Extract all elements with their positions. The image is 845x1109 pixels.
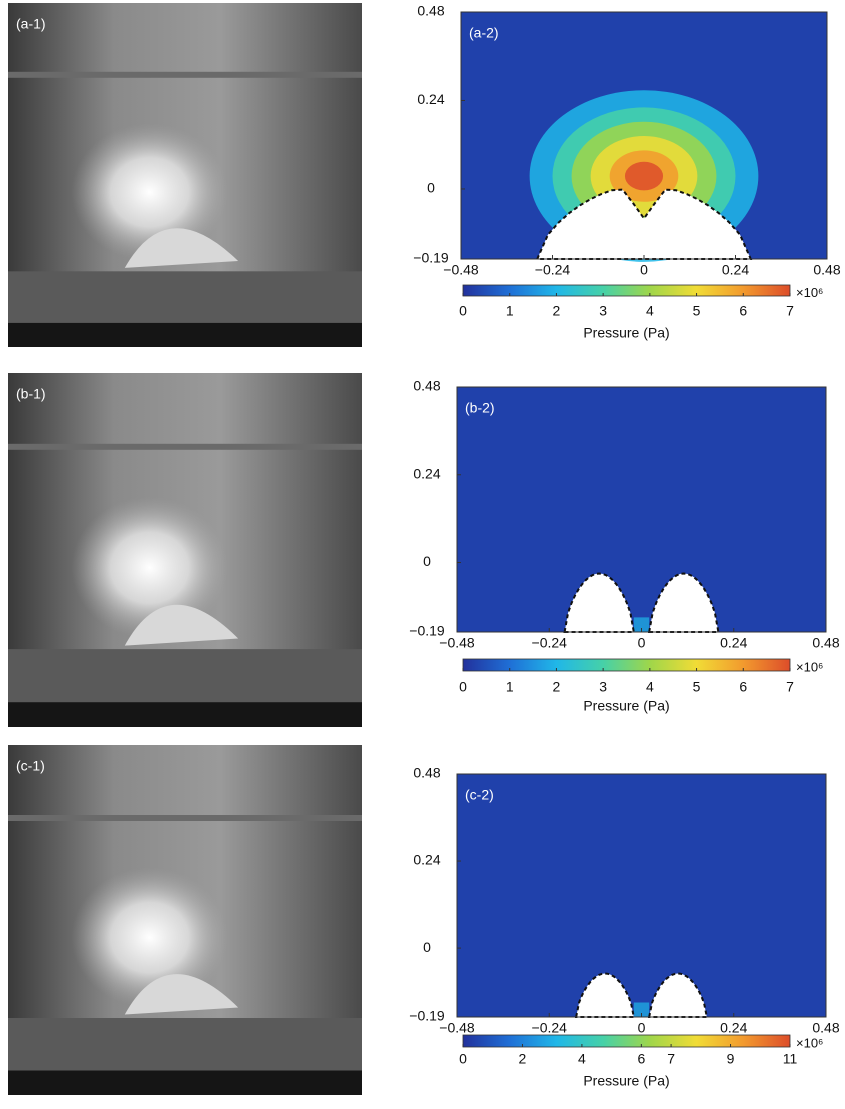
panel-label: (a-2)	[469, 25, 499, 41]
panel-label: (b-2)	[465, 400, 495, 416]
photo-bottom	[8, 323, 362, 347]
colorbar	[463, 659, 790, 671]
plot-background	[457, 774, 826, 1017]
x-tick-label: 0	[640, 262, 648, 278]
x-tick-label: 0.24	[722, 262, 749, 278]
colorbar-tick-label: 5	[693, 303, 701, 319]
colorbar-tick-label: 0	[459, 1051, 467, 1067]
y-tick-label: 0.24	[417, 91, 444, 107]
colorbar-label: Pressure (Pa)	[583, 698, 669, 714]
colorbar-multiplier: ×10⁶	[796, 285, 823, 300]
colorbar	[463, 285, 790, 296]
colorbar-tick-label: 1	[506, 303, 514, 319]
x-tick-label: −0.24	[532, 635, 568, 651]
colorbar-tick-label: 0	[459, 679, 467, 695]
x-tick-label: 0.48	[812, 635, 839, 651]
photo-bottom	[8, 702, 362, 727]
plot-background	[457, 387, 826, 632]
y-tick-label: 0.48	[417, 3, 444, 19]
photo-bottom	[8, 1071, 362, 1096]
colorbar-tick-label: 2	[553, 303, 561, 319]
colorbar-tick-label: 4	[646, 303, 654, 319]
colorbar-tick-label: 4	[578, 1051, 586, 1067]
x-tick-label: 0.48	[812, 1020, 839, 1036]
y-tick-label: 0	[423, 939, 431, 955]
y-tick-label: 0.24	[413, 465, 440, 481]
colorbar-label: Pressure (Pa)	[583, 325, 669, 341]
y-tick-label: 0.24	[413, 852, 440, 868]
colorbar-multiplier: ×10⁶	[796, 1035, 823, 1050]
panel-label: (c-2)	[465, 787, 494, 803]
x-tick-label: −0.24	[532, 1020, 568, 1036]
x-tick-label: 0	[638, 635, 646, 651]
colorbar-tick-label: 1	[506, 679, 514, 695]
x-tick-label: −0.24	[535, 262, 571, 278]
y-tick-label: −0.19	[409, 623, 445, 639]
colorbar-tick-label: 9	[727, 1051, 735, 1067]
colorbar-tick-label: 7	[667, 1051, 675, 1067]
colorbar-tick-label: 3	[599, 679, 607, 695]
pressure-contour	[625, 162, 663, 191]
colorbar-label: Pressure (Pa)	[583, 1073, 669, 1089]
y-tick-label: 0.48	[413, 378, 440, 394]
y-tick-label: 0.48	[413, 765, 440, 781]
y-tick-label: 0	[427, 180, 435, 196]
colorbar-tick-label: 6	[739, 303, 747, 319]
photo-beam	[8, 815, 362, 821]
colorbar-tick-label: 11	[783, 1051, 798, 1067]
photo-label: (c-1)	[16, 758, 45, 774]
photo-label: (a-1)	[16, 16, 46, 32]
y-tick-label: −0.19	[409, 1008, 445, 1024]
photo-beam	[8, 444, 362, 450]
colorbar-tick-label: 0	[459, 303, 467, 319]
colorbar-tick-label: 3	[599, 303, 607, 319]
colorbar-tick-label: 6	[739, 679, 747, 695]
x-tick-label: 0	[638, 1020, 646, 1036]
x-tick-label: 0.48	[813, 262, 840, 278]
colorbar-tick-label: 7	[786, 303, 794, 319]
colorbar-tick-label: 6	[637, 1051, 645, 1067]
y-tick-label: −0.19	[413, 250, 449, 266]
colorbar-multiplier: ×10⁶	[796, 659, 823, 674]
colorbar-tick-label: 5	[693, 679, 701, 695]
colorbar-tick-label: 7	[786, 679, 794, 695]
colorbar-tick-label: 4	[646, 679, 654, 695]
colorbar	[463, 1035, 790, 1047]
colorbar-tick-label: 2	[553, 679, 561, 695]
colorbar-tick-label: 2	[519, 1051, 527, 1067]
y-tick-label: 0	[423, 553, 431, 569]
photo-label: (b-1)	[16, 386, 46, 402]
x-tick-label: 0.24	[720, 635, 747, 651]
figure: (a-1)(a-2)−0.48−0.2400.240.48−0.1900.240…	[0, 0, 845, 1104]
photo-beam	[8, 72, 362, 78]
x-tick-label: 0.24	[720, 1020, 747, 1036]
